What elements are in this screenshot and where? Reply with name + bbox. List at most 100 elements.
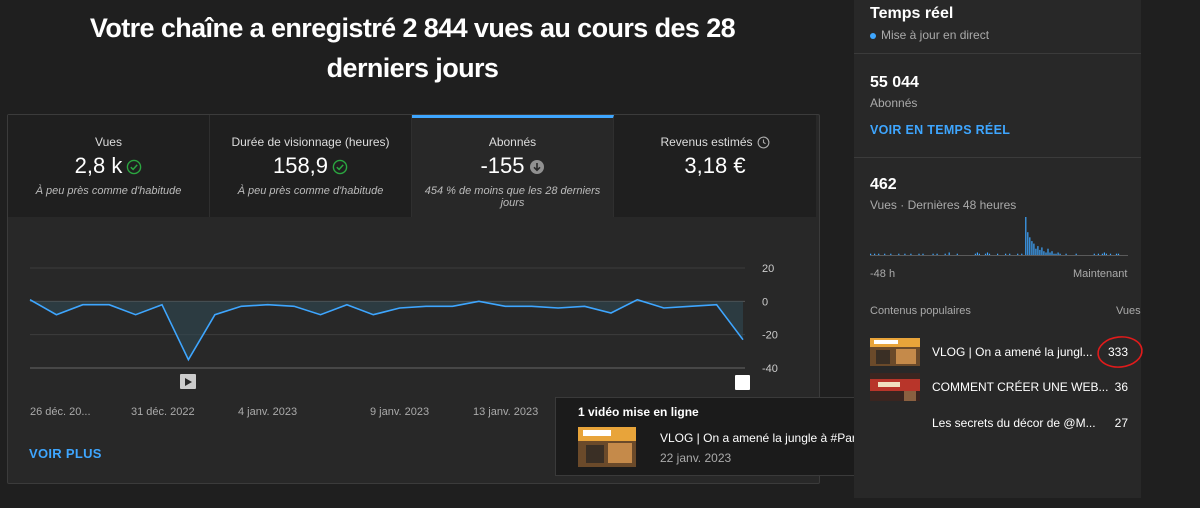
realtime-bar-chart bbox=[870, 217, 1128, 256]
realtime-bar bbox=[870, 253, 872, 255]
axis-start-label: -48 h bbox=[870, 268, 896, 280]
tab-title: Revenus estimés bbox=[614, 135, 816, 149]
realtime-bar bbox=[1109, 253, 1112, 255]
video-thumbnail bbox=[870, 338, 920, 366]
video-title: VLOG | On a amené la jungl... bbox=[932, 345, 1093, 359]
live-dot-icon bbox=[870, 32, 876, 39]
y-tick-label: -40 bbox=[762, 363, 778, 375]
tab-vues[interactable]: Vues 2,8 k À peu près comme d'habitude bbox=[8, 115, 210, 217]
realtime-bar bbox=[1105, 253, 1107, 255]
voir-en-temps-reel-link[interactable]: VOIR EN TEMPS RÉEL bbox=[870, 123, 1011, 137]
tab-abonnes[interactable]: Abonnés -155 454 % de moins que les 28 d… bbox=[412, 115, 614, 217]
x-tick-label: 13 janv. 2023 bbox=[473, 406, 538, 418]
realtime-bar bbox=[918, 253, 920, 255]
voir-plus-link[interactable]: VOIR PLUS bbox=[29, 446, 102, 461]
realtime-bar bbox=[1025, 217, 1027, 255]
check-circle-icon bbox=[332, 159, 348, 175]
tab-value: -155 bbox=[412, 153, 613, 179]
realtime-bar bbox=[1115, 253, 1118, 255]
realtime-bar bbox=[910, 253, 912, 255]
realtime-bar bbox=[1039, 249, 1041, 255]
realtime-bar bbox=[1009, 253, 1011, 255]
realtime-bar bbox=[898, 253, 900, 255]
realtime-bar bbox=[986, 252, 989, 255]
subscribers-chart: 20 0 -20 -40 26 déc. 20... 31 déc. 2022 4 jan… bbox=[29, 263, 778, 418]
realtime-bar bbox=[1101, 253, 1103, 255]
popular-content-header: Contenus populaires bbox=[870, 305, 971, 317]
realtime-bar bbox=[1059, 253, 1061, 255]
axis-end-label: Maintenant bbox=[1073, 268, 1128, 280]
realtime-bar bbox=[1103, 252, 1105, 255]
divider bbox=[854, 157, 1141, 158]
views-column-header: Vues bbox=[1116, 305, 1141, 317]
realtime-bar bbox=[1055, 253, 1057, 255]
y-tick-label: 0 bbox=[762, 296, 768, 308]
realtime-bar bbox=[1005, 253, 1007, 255]
realtime-bar bbox=[890, 253, 892, 255]
realtime-bar bbox=[1037, 246, 1039, 255]
realtime-bar bbox=[1029, 237, 1031, 255]
realtime-bar bbox=[1043, 251, 1045, 255]
video-title: Les secrets du décor de @M... bbox=[932, 416, 1096, 430]
realtime-bar bbox=[922, 253, 924, 255]
realtime-bar bbox=[1031, 241, 1033, 255]
realtime-bar bbox=[904, 253, 906, 255]
realtime-bar bbox=[1097, 253, 1099, 255]
tab-title: Abonnés bbox=[488, 135, 537, 149]
tab-value: 158,9 bbox=[210, 153, 411, 179]
realtime-bar bbox=[948, 252, 950, 255]
clock-icon bbox=[757, 136, 769, 149]
video-thumbnail[interactable] bbox=[578, 427, 636, 467]
chart-area-fill bbox=[30, 301, 743, 360]
chart-line bbox=[29, 298, 744, 362]
live-status: Mise à jour en direct bbox=[870, 28, 989, 42]
realtime-bar bbox=[1049, 252, 1051, 255]
video-views: 36 bbox=[1114, 380, 1128, 394]
realtime-bar bbox=[984, 253, 987, 255]
subscriber-count: 55 044 bbox=[870, 74, 919, 91]
popular-video-row[interactable]: COMMENT CRÉER UNE WEB... 36 bbox=[870, 373, 1128, 401]
play-marker-icon[interactable] bbox=[180, 374, 196, 389]
tab-duree-visionnage[interactable]: Durée de visionnage (heures) 158,9 À peu… bbox=[210, 115, 412, 217]
realtime-bar bbox=[1057, 252, 1059, 255]
tooltip-heading: 1 vidéo mise en ligne bbox=[578, 405, 699, 419]
check-circle-icon bbox=[127, 159, 142, 175]
tab-revenus[interactable]: Revenus estimés 3,18 € bbox=[614, 115, 816, 217]
popular-video-row[interactable]: VLOG | On a amené la jungl... 333 bbox=[870, 338, 1128, 366]
tooltip-video-title[interactable]: VLOG | On a amené la jungle à #Paris ! .… bbox=[660, 431, 885, 445]
video-title: COMMENT CRÉER UNE WEB... bbox=[932, 380, 1109, 394]
tab-value: 2,8 k bbox=[8, 153, 209, 179]
divider bbox=[854, 53, 1141, 54]
realtime-bar bbox=[878, 253, 880, 255]
realtime-bar bbox=[1045, 252, 1047, 255]
realtime-bar bbox=[1027, 232, 1029, 255]
page-headline: Votre chaîne a enregistré 2 844 vues au … bbox=[89, 13, 736, 83]
realtime-bar bbox=[1021, 253, 1023, 255]
realtime-bar bbox=[956, 253, 958, 255]
realtime-view-label: Vues · Dernières 48 heures bbox=[870, 198, 1017, 212]
tab-note: 454 % de moins que les 28 derniers jours bbox=[424, 185, 601, 209]
realtime-bar bbox=[1017, 253, 1019, 255]
popular-video-row[interactable]: Les secrets du décor de @M... 27 bbox=[870, 409, 1128, 437]
realtime-bar bbox=[1065, 253, 1067, 255]
realtime-bar bbox=[874, 253, 876, 255]
x-tick-label: 31 déc. 2022 bbox=[131, 406, 195, 418]
y-tick-label: -20 bbox=[762, 330, 778, 342]
realtime-view-count: 462 bbox=[870, 176, 897, 193]
subscriber-label: Abonnés bbox=[870, 96, 918, 110]
video-thumbnail bbox=[870, 373, 920, 401]
x-tick-label: 26 déc. 20... bbox=[30, 406, 91, 418]
realtime-bar bbox=[1041, 247, 1043, 255]
realtime-bar bbox=[976, 252, 978, 255]
tab-title: Vues bbox=[95, 135, 122, 149]
realtime-bar bbox=[974, 253, 976, 255]
realtime-bar bbox=[1093, 253, 1095, 255]
realtime-bar bbox=[884, 253, 886, 255]
metric-tabs: Vues 2,8 k À peu près comme d'habitude D… bbox=[8, 115, 819, 217]
tab-note: À peu près comme d'habitude bbox=[237, 185, 384, 197]
red-annotation-circle bbox=[1097, 336, 1143, 368]
realtime-bar bbox=[1047, 248, 1049, 255]
upload-marker-icon[interactable] bbox=[735, 375, 750, 390]
y-tick-label: 20 bbox=[762, 263, 774, 275]
realtime-bar bbox=[1051, 251, 1053, 255]
